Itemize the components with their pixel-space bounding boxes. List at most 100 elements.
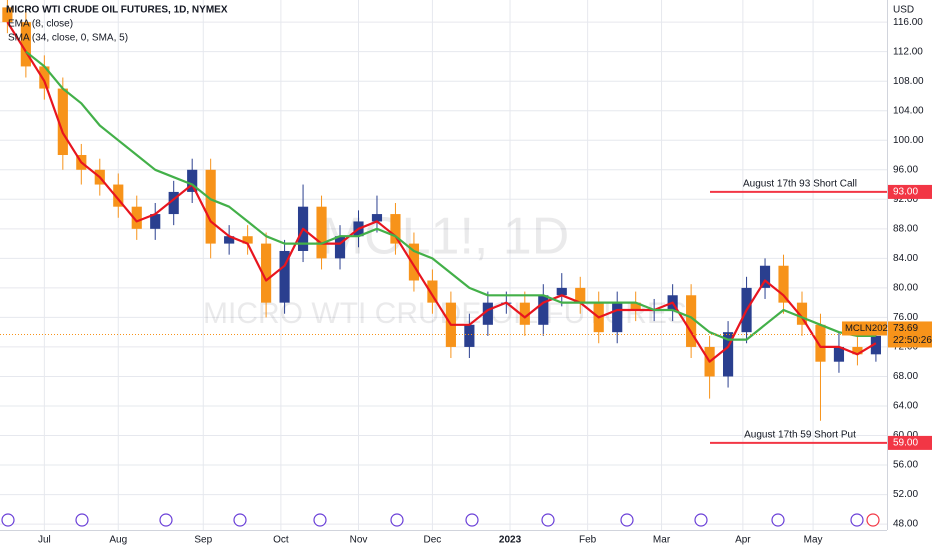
event-icon[interactable] — [233, 513, 247, 527]
event-icon[interactable] — [771, 513, 785, 527]
candle-body — [464, 324, 475, 347]
symbol-tag — [842, 321, 887, 336]
level-annotation: August 17th 93 Short Call — [743, 179, 857, 190]
candle-body — [796, 302, 808, 325]
x-tick-label: Feb — [579, 535, 597, 546]
event-icon[interactable] — [75, 513, 89, 527]
grid — [0, 0, 887, 530]
price-tag-label: 93.00 — [893, 187, 918, 198]
candle-body — [131, 206, 142, 229]
candle-body — [482, 302, 493, 325]
event-icon[interactable] — [620, 513, 634, 527]
candle-body — [427, 280, 438, 303]
candle-body — [168, 191, 179, 215]
x-tick-label: Apr — [735, 535, 751, 546]
candle-body — [187, 169, 198, 192]
event-icon[interactable] — [541, 513, 555, 527]
candle-body — [57, 88, 68, 156]
y-tick-label: 84.00 — [893, 253, 918, 264]
price-tag — [888, 184, 932, 199]
price-tag-label: 73.69 — [893, 323, 918, 334]
currency-label: USD — [893, 5, 914, 16]
y-tick-label: 60.00 — [893, 430, 918, 441]
candle-body — [759, 265, 771, 288]
y-tick-label: 96.00 — [893, 164, 918, 175]
candle-body — [224, 236, 235, 244]
x-tick-label: Oct — [273, 535, 289, 546]
candle-body — [815, 324, 826, 362]
x-tick-label: Mar — [653, 535, 671, 546]
candle-body — [538, 295, 549, 325]
candle-body — [833, 346, 845, 362]
countdown-label: 22:50:26 — [893, 335, 932, 346]
event-icon[interactable] — [313, 513, 327, 527]
watermark-symbol: MCL1!, 1D — [321, 208, 570, 266]
y-tick-label: 68.00 — [893, 371, 918, 382]
price-tag — [888, 435, 932, 450]
x-tick-label: Dec — [424, 535, 442, 546]
candle-body — [20, 22, 31, 67]
candle-body — [852, 346, 863, 355]
y-tick-label: 52.00 — [893, 489, 918, 500]
y-tick-label: 64.00 — [893, 401, 918, 412]
y-tick-label: 92.00 — [893, 194, 918, 205]
candle-body — [334, 236, 346, 259]
candle-body — [575, 287, 586, 303]
candle-body — [261, 243, 272, 303]
candle-body — [778, 265, 789, 303]
candle-body — [612, 302, 623, 333]
plot: August 17th 93 Short Call August 17th 59 … — [0, 0, 887, 444]
event-icon[interactable] — [850, 513, 864, 527]
price-tag — [888, 321, 932, 348]
axes: 48.0052.0056.0060.0064.0068.0072.0076.00… — [38, 17, 932, 546]
event-icon[interactable] — [866, 513, 880, 527]
event-icon[interactable] — [390, 513, 404, 527]
candle-body — [113, 184, 124, 207]
y-tick-label: 108.00 — [893, 76, 924, 87]
candle-body — [371, 214, 383, 222]
legend-entry: EMA (8, close) — [8, 19, 73, 30]
candle-body — [630, 302, 641, 311]
price-tag-label: 59.00 — [893, 438, 918, 449]
candle-body — [686, 295, 697, 347]
candle-body — [722, 332, 734, 377]
candle-body — [519, 302, 530, 325]
indicator-line — [25, 50, 876, 341]
candle-body — [279, 250, 290, 303]
x-tick-label: 2023 — [499, 535, 522, 546]
candle-body — [2, 7, 13, 23]
candle-body — [205, 169, 216, 244]
y-tick-label: 112.00 — [893, 46, 923, 57]
candle-body — [39, 66, 50, 89]
event-icon[interactable] — [159, 513, 173, 527]
level-annotation: August 17th 59 Short Put — [744, 430, 856, 441]
candle-body — [242, 236, 253, 244]
event-icon[interactable] — [694, 513, 708, 527]
x-tick-label: Jul — [38, 535, 51, 546]
event-icons — [1, 513, 880, 527]
candle-body — [408, 243, 420, 281]
y-tick-label: 104.00 — [893, 105, 924, 116]
event-icon[interactable] — [1, 513, 15, 527]
event-icon[interactable] — [465, 513, 479, 527]
y-tick-label: 80.00 — [893, 283, 918, 294]
x-tick-label: Aug — [109, 535, 127, 546]
legend-entry: SMA (34, close, 0, SMA, 5) — [8, 33, 128, 44]
y-tick-label: 116.00 — [893, 17, 923, 28]
y-tick-label: 100.00 — [893, 135, 924, 146]
x-tick-label: May — [804, 535, 823, 546]
symbol-tag-label: MCLN2023 — [845, 323, 893, 334]
indicator-line — [6, 21, 877, 363]
y-tick-label: 56.00 — [893, 460, 918, 471]
y-tick-label: 88.00 — [893, 223, 918, 234]
candle-body — [316, 206, 327, 259]
y-tick-label: 48.00 — [893, 519, 918, 530]
candle-body — [556, 287, 567, 296]
x-tick-label: Sep — [194, 535, 212, 546]
chart-title: MICRO WTI CRUDE OIL FUTURES, 1D, NYMEX — [6, 5, 228, 16]
candle-body — [390, 214, 401, 244]
y-tick-label: 76.00 — [893, 312, 918, 323]
candle-body — [870, 335, 881, 355]
